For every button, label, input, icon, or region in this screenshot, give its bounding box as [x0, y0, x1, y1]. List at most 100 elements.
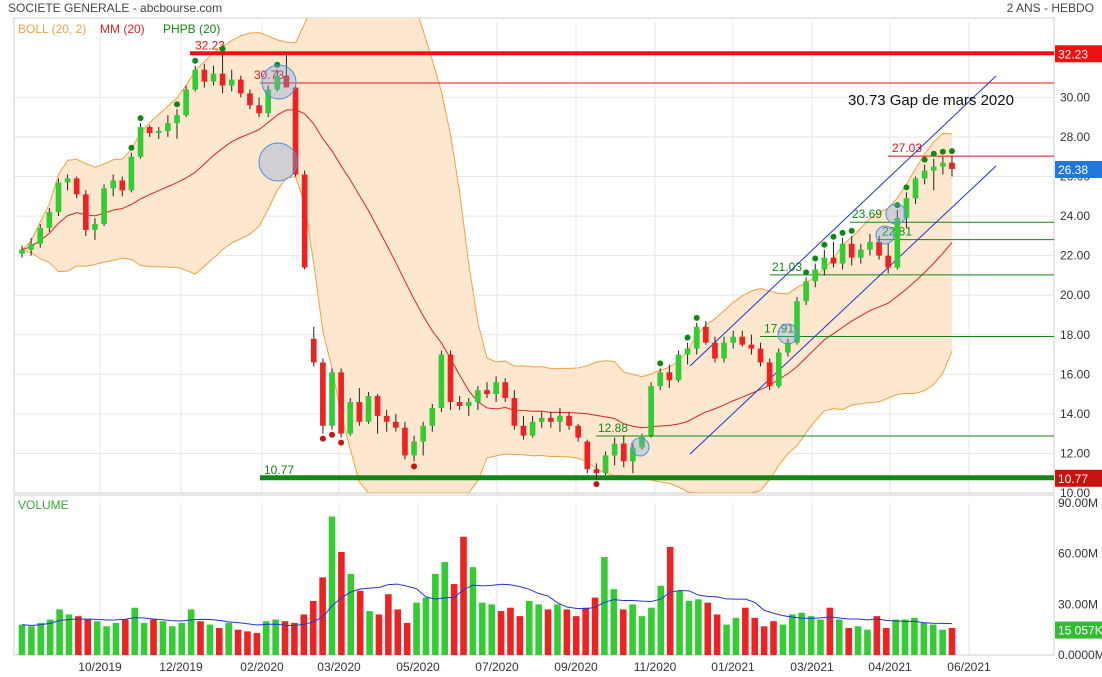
y-tick-label: 14.00	[1060, 407, 1090, 421]
volume-bar	[103, 626, 110, 655]
candle-body	[593, 469, 600, 474]
candle-body	[155, 131, 162, 133]
candle-body	[602, 455, 609, 474]
candle-body	[82, 194, 89, 230]
candle-body	[310, 338, 317, 363]
candle-body	[37, 227, 44, 244]
candle-body	[283, 75, 290, 88]
candle-body	[101, 188, 107, 224]
phpb-high-marker	[830, 233, 837, 240]
candle-body	[402, 427, 408, 456]
candle-body	[712, 342, 718, 359]
volume-bar	[760, 626, 768, 655]
volume-bar	[732, 617, 740, 655]
candle-body	[137, 127, 144, 157]
candle-body	[484, 390, 490, 395]
volume-bar	[441, 562, 449, 655]
volume-bar	[817, 619, 824, 655]
volume-bar	[723, 624, 730, 655]
volume-bar	[572, 616, 580, 655]
price-badge-high-bg	[1055, 45, 1102, 63]
volume-bar	[338, 551, 345, 655]
volume-bar	[882, 627, 890, 655]
volume-bar	[854, 626, 862, 655]
volume-bar	[413, 602, 420, 655]
candle-body	[128, 156, 135, 191]
candle-body	[420, 425, 427, 442]
level-label: 10.77	[264, 463, 294, 477]
volume-bar	[948, 627, 956, 655]
volume-bar	[450, 584, 458, 655]
candle-body	[657, 372, 664, 387]
gap-annotation: 30.73 Gap de mars 2020	[848, 92, 1014, 109]
volume-bar	[253, 633, 261, 655]
volume-bar	[385, 594, 392, 655]
volume-bar	[159, 621, 167, 655]
phpb-high-marker	[839, 229, 846, 236]
y-tick-label: 18.00	[1060, 328, 1090, 342]
x-tick-label: 04/2021	[868, 660, 912, 674]
volume-bar	[582, 607, 589, 655]
volume-bar	[535, 604, 542, 655]
volume-bar	[525, 600, 533, 655]
volume-bar	[554, 604, 561, 655]
volume-bar	[347, 573, 355, 655]
volume-bar	[375, 614, 383, 655]
candle-body	[265, 89, 272, 114]
price-badge-high: 32.23	[1058, 47, 1088, 61]
candle-body	[274, 75, 281, 90]
volume-bar	[65, 614, 73, 655]
x-tick-label: 07/2020	[475, 660, 519, 674]
volume-bar	[150, 619, 157, 655]
volume-badge-last-bg	[1055, 621, 1102, 639]
volume-bar	[911, 617, 918, 655]
volume-bar	[798, 612, 805, 655]
bollinger-lower	[21, 176, 953, 493]
volume-label: VOLUME	[18, 498, 69, 512]
candle-body	[557, 415, 563, 422]
candle-body	[830, 257, 837, 264]
volume-bar	[178, 622, 185, 655]
phpb-high-marker	[939, 148, 946, 155]
candle-body	[237, 79, 244, 94]
volume-bar	[807, 616, 815, 655]
volume-panel-frame	[13, 494, 1055, 656]
volume-bar	[272, 619, 279, 655]
candle-body	[256, 105, 262, 114]
candle-body	[219, 73, 226, 86]
phpb-low-marker	[319, 435, 326, 442]
volume-bar	[366, 611, 373, 655]
volume-bar	[262, 621, 270, 655]
candle-body	[338, 372, 344, 434]
volume-bar	[929, 624, 937, 655]
candle-body	[575, 425, 582, 438]
phpb-high-marker	[848, 227, 855, 234]
channel-lower-line	[689, 165, 997, 455]
candle-body	[374, 396, 381, 416]
phpb-high-marker	[903, 184, 910, 191]
volume-bar	[920, 622, 928, 655]
candle-body	[940, 162, 946, 167]
candle-body	[639, 435, 645, 448]
phpb-high-marker	[803, 269, 810, 276]
candle-body	[529, 421, 536, 436]
volume-bar	[244, 631, 251, 655]
candle-body	[301, 174, 308, 268]
candle-body	[493, 382, 499, 395]
volume-bar	[864, 629, 871, 655]
volume-bar	[507, 607, 514, 655]
candle-body	[584, 441, 591, 470]
candle-body	[210, 73, 217, 82]
phpb-high-marker	[693, 314, 700, 321]
legend-boll: BOLL (20, 2)	[18, 22, 86, 36]
volume-bar	[56, 609, 63, 655]
x-tick-label: 11/2020	[634, 660, 677, 674]
phpb-high-marker	[657, 360, 664, 367]
phpb-high-marker	[219, 45, 226, 52]
volume-bar	[770, 621, 777, 655]
volume-bar	[169, 626, 176, 655]
volume-bar	[112, 622, 120, 655]
phpb-high-marker	[137, 115, 144, 122]
candle-body	[930, 166, 937, 171]
